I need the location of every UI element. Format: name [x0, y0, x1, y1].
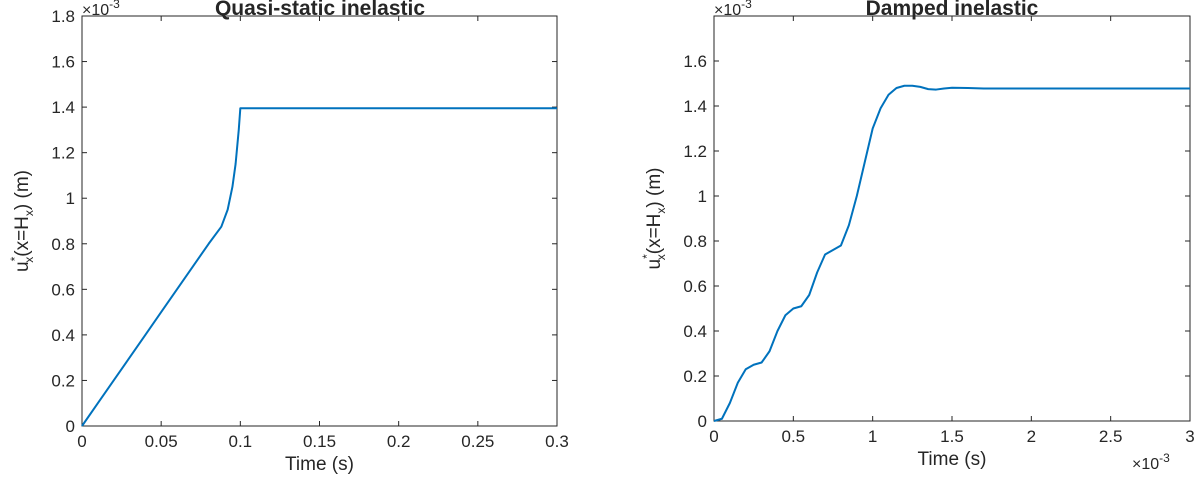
- y-tick-label: 1.2: [51, 144, 75, 163]
- x-tick-label: 0.25: [461, 432, 494, 451]
- y-tick-label: 0.8: [683, 232, 707, 251]
- y-tick-label: 0.4: [683, 322, 707, 341]
- y-tick-label: 0.8: [51, 235, 75, 254]
- x-tick-label: 0: [77, 432, 86, 451]
- y-label-sub: x: [654, 254, 668, 260]
- axes-box: [81, 15, 558, 427]
- chart-title: Quasi-static inelastic: [215, 0, 425, 20]
- y-tick-label: 0.4: [51, 326, 75, 345]
- y-tick-label: 0.2: [51, 371, 75, 390]
- x-tick-label: 0.2: [387, 432, 411, 451]
- y-label-sub2: x: [22, 210, 36, 216]
- y-tick-label: 0.2: [683, 367, 707, 386]
- y-axis-label: u*x(x=Hx) (m): [640, 168, 668, 270]
- x-tick-label: 2.5: [1099, 427, 1123, 446]
- y-tick-label: 1.6: [683, 52, 707, 71]
- chart-title: Damped inelastic: [866, 0, 1039, 20]
- y-tick-label: 0: [698, 412, 707, 431]
- y-axis-label: u*x(x=Hx) (m): [8, 170, 36, 272]
- y-tick-label: 1: [698, 187, 707, 206]
- left-chart-panel: 0 0.05 0.1 0.15 0.2 0.25 0.3 0 0.2 0.4 0.6 0.8 1 1.2 1…: [8, 0, 569, 475]
- x-tick-label: 0.5: [782, 427, 806, 446]
- x-tick-label: 0.3: [545, 432, 569, 451]
- axes-box: [713, 15, 1191, 422]
- x-tick-label: 1.5: [940, 427, 964, 446]
- x-tick-label: 2: [1027, 427, 1036, 446]
- x-tick-label: 0: [709, 427, 718, 446]
- y-label-sup: *: [640, 254, 654, 259]
- series-line: [81, 107, 557, 427]
- right-chart-panel: 0 0.5 1 1.5 2 2.5 3 0 0.2 0.4 0.6 0.8 1 1.2 1.4 1.6 Damp…: [640, 0, 1195, 473]
- y-tick-label: 0.6: [683, 277, 707, 296]
- x-tick-label: 0.15: [303, 432, 336, 451]
- x-tick-label: 1: [868, 427, 877, 446]
- y-label-sup: *: [8, 256, 22, 261]
- x-tick-label: 3: [1185, 427, 1194, 446]
- y-tick-label: 1.6: [51, 53, 75, 72]
- y-exponent-label: ×10-3: [714, 0, 752, 19]
- y-tick-label: 0: [66, 417, 75, 436]
- x-exponent-label: ×10-3: [1132, 451, 1170, 473]
- y-tick-label: 1.2: [683, 142, 707, 161]
- y-label-base: u: [644, 259, 665, 270]
- y-tick-label: 1.4: [51, 98, 75, 117]
- y-exponent-label: ×10-3: [82, 0, 120, 19]
- x-axis-label: Time (s): [285, 454, 354, 475]
- y-label-rest: (x=H: [12, 216, 33, 257]
- y-label-tail: ) (m): [12, 170, 33, 210]
- y-label-tail: ) (m): [644, 168, 665, 208]
- y-tick-label: 1.8: [51, 7, 75, 26]
- y-tick-label: 1: [66, 189, 75, 208]
- y-label-base: u: [12, 261, 33, 272]
- x-axis-label: Time (s): [918, 449, 987, 470]
- y-label-rest: (x=H: [644, 214, 665, 255]
- series-line: [713, 84, 1190, 422]
- x-tick-label: 0.05: [145, 432, 178, 451]
- y-tick-label: 0.6: [51, 280, 75, 299]
- y-label-sub: x: [22, 257, 36, 263]
- y-tick-label: 1.4: [683, 97, 707, 116]
- y-label-sub2: x: [654, 208, 668, 214]
- x-tick-label: 0.1: [229, 432, 253, 451]
